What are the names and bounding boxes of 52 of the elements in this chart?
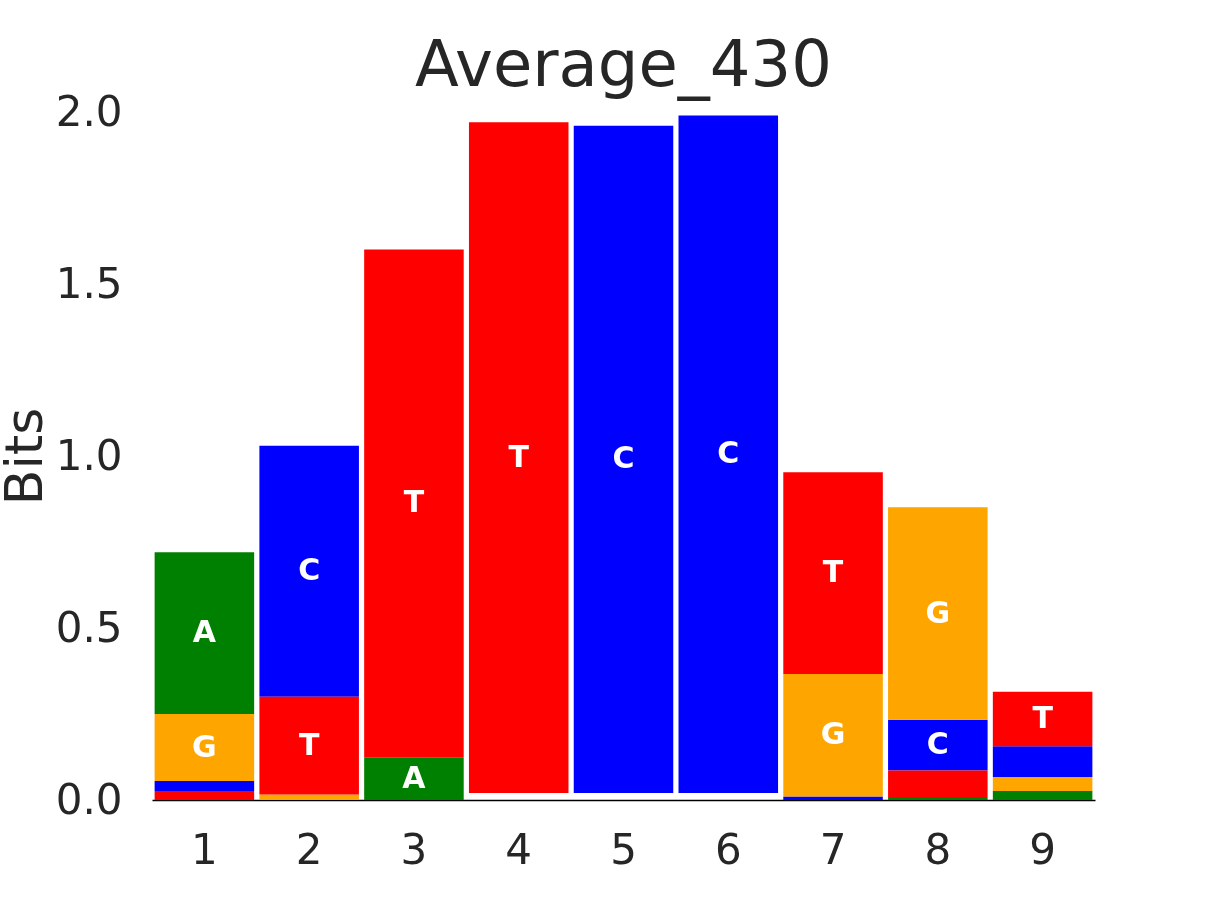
y-tick-label: 2.0 [55, 86, 123, 136]
bar [259, 794, 359, 800]
bar [259, 696, 359, 795]
bar [573, 125, 674, 794]
bar [888, 507, 988, 720]
text: T [822, 554, 844, 590]
y-axis-title: Bits [0, 407, 54, 506]
bar [783, 674, 883, 797]
bar [992, 746, 1093, 777]
x-tick-label: 9 [1029, 824, 1056, 874]
bar [154, 781, 255, 792]
y-tick-label: 0.0 [55, 774, 123, 824]
text: T [508, 438, 529, 474]
bar [468, 122, 569, 794]
x-tick-label: 5 [610, 824, 637, 874]
text: C [717, 435, 740, 471]
text: T [298, 726, 320, 762]
bar [364, 757, 464, 800]
series-label: T [1032, 699, 1054, 735]
bar [678, 115, 779, 794]
x-tick-label: 3 [400, 824, 428, 874]
bar [154, 714, 255, 782]
x-tick-label: 8 [924, 824, 952, 874]
series-label: A [402, 759, 427, 795]
text: G [820, 716, 846, 752]
series-label: C [926, 726, 949, 762]
bar [364, 249, 464, 758]
bar [992, 691, 1093, 747]
chart-title: Average_430 [415, 27, 832, 101]
bar [783, 472, 883, 675]
text: G [925, 594, 951, 630]
text: A [192, 614, 216, 650]
x-tick-label: 2 [295, 824, 323, 874]
x-tick-label: 4 [505, 824, 533, 874]
series-label: G [192, 728, 217, 764]
bar [992, 791, 1093, 800]
y-tick-label: 1.5 [55, 258, 123, 308]
text: C [298, 552, 321, 588]
bar [888, 797, 988, 800]
x-tick-label: 7 [819, 824, 847, 874]
bar [992, 776, 1093, 792]
text: C [612, 440, 635, 476]
x-tick-label: 6 [714, 824, 742, 874]
bar [259, 445, 359, 697]
y-tick-label: 0.5 [55, 602, 123, 652]
y-tick-label: 1.0 [55, 430, 123, 480]
text: T [403, 484, 425, 520]
x-tick-label: 1 [191, 824, 218, 874]
bar [154, 552, 255, 714]
bar [888, 719, 988, 771]
bar [154, 791, 255, 800]
bar [888, 770, 988, 798]
